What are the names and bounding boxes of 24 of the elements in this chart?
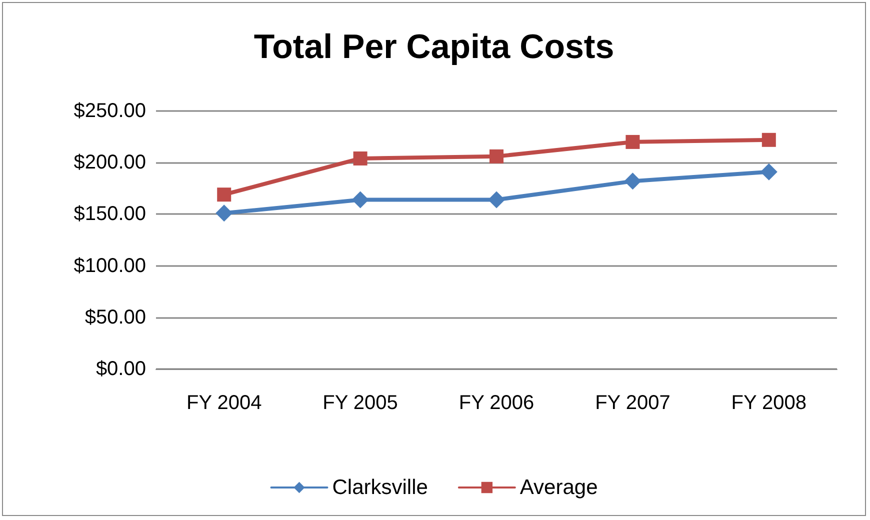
point <box>353 151 368 166</box>
point <box>217 188 232 202</box>
point <box>626 134 640 149</box>
x-tick-label: FY 2007 <box>595 392 670 414</box>
x-tick-label: FY 2006 <box>458 392 534 414</box>
y-tick-label: $0.00 <box>96 358 146 380</box>
point <box>624 172 642 190</box>
x-tick-label: FY 2005 <box>322 392 398 414</box>
y-tick-label: $250.00 <box>74 100 146 122</box>
y-tick-label: $100.00 <box>74 254 146 277</box>
legend-label: Average <box>520 476 598 499</box>
y-tick-label: $200.00 <box>74 152 146 174</box>
x-tick-label: FY 2004 <box>186 392 262 414</box>
point <box>760 163 778 180</box>
legend-label: Clarksville <box>332 476 428 499</box>
chart-title: Total Per Capita Costs <box>254 28 614 66</box>
y-tick-label: $50.00 <box>84 306 146 328</box>
point <box>488 191 505 208</box>
x-tick-label: FY 2008 <box>731 392 807 414</box>
point <box>762 132 776 147</box>
point <box>490 149 504 164</box>
point <box>216 204 233 222</box>
point <box>352 191 369 208</box>
y-tick-label: $150.00 <box>74 203 146 226</box>
